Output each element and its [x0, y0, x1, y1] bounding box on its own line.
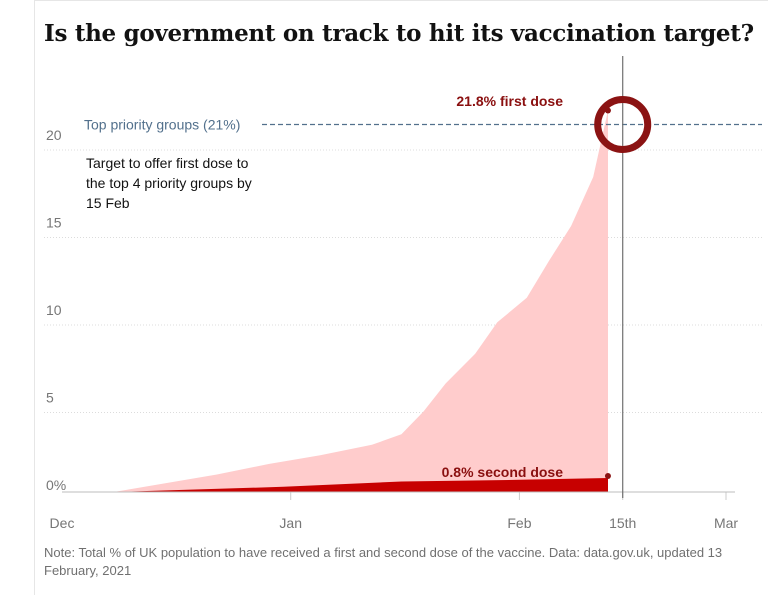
x-tick-label: Dec: [50, 515, 75, 531]
x-tick-label: Feb: [507, 515, 531, 531]
chart-title: Is the government on track to hit its va…: [44, 20, 754, 47]
x-tick-label: Mar: [714, 515, 738, 531]
second-dose-endpoint: [604, 473, 611, 479]
target-line-label: Top priority groups (21%): [84, 117, 240, 133]
y-tick-label: 15: [46, 215, 62, 231]
y-tick-label: 0%: [46, 477, 66, 493]
target-note-line: 15 Feb: [86, 195, 130, 211]
target-note-line: the top 4 priority groups by: [86, 175, 252, 191]
chart-note: Note: Total % of UK population to have r…: [44, 545, 723, 578]
target-note-line: Target to offer first dose to: [86, 155, 249, 171]
frame-left-border: [34, 0, 35, 595]
x-tick-label: 15th: [609, 515, 636, 531]
y-tick-label: 10: [46, 302, 62, 318]
x-tick-label: Jan: [279, 515, 302, 531]
y-tick-label: 20: [46, 127, 62, 143]
target-highlight-ring: [594, 96, 652, 153]
first-dose-area: [113, 110, 608, 492]
first-dose-label: 21.8% first dose: [456, 93, 563, 109]
frame-top-border: [34, 0, 768, 9]
y-tick-label: 5: [46, 390, 54, 406]
second-dose-area: [113, 478, 608, 492]
vaccination-chart: 0% 5 10 15 20 Dec Jan Feb 15th Mar Top priority gr…: [44, 56, 762, 531]
second-dose-label: 0.8% second dose: [442, 464, 564, 480]
